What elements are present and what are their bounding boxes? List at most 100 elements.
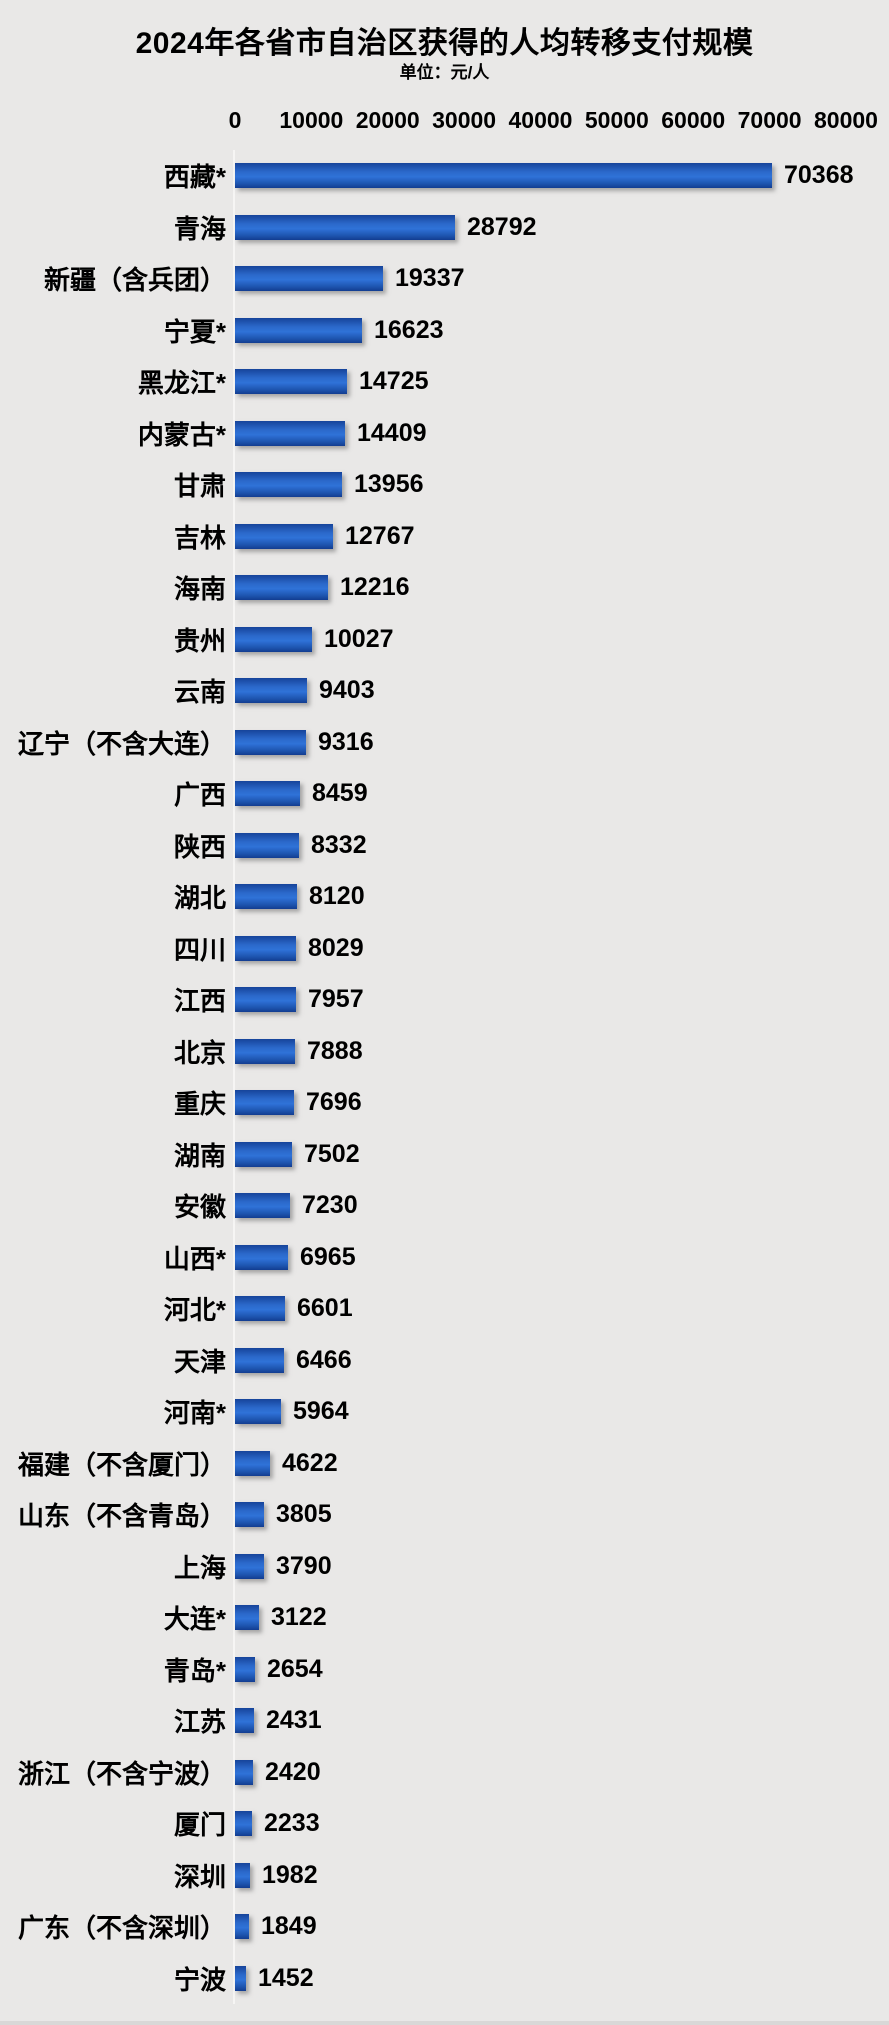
category-label: 宁波 bbox=[173, 1964, 226, 1995]
chart-row: 北京 7888 bbox=[0, 1026, 889, 1078]
bar bbox=[235, 266, 383, 292]
value-label: 2431 bbox=[266, 1706, 322, 1735]
bar bbox=[235, 420, 345, 446]
category-label: 内蒙古* bbox=[137, 419, 226, 450]
value-label: 2233 bbox=[264, 1809, 320, 1838]
category-label: 山西* bbox=[163, 1243, 226, 1274]
bar bbox=[235, 1553, 264, 1579]
value-label: 7888 bbox=[307, 1036, 363, 1065]
chart-row: 湖南 7502 bbox=[0, 1129, 889, 1181]
value-label: 7230 bbox=[302, 1191, 358, 1220]
value-label: 16623 bbox=[374, 315, 444, 344]
bar bbox=[235, 987, 296, 1013]
category-label: 吉林 bbox=[173, 522, 226, 553]
value-label: 8029 bbox=[308, 933, 364, 962]
category-label: 云南 bbox=[173, 677, 226, 708]
bar bbox=[235, 523, 333, 549]
category-label: 深圳 bbox=[173, 1861, 226, 1892]
category-label: 青海 bbox=[173, 213, 226, 244]
chart-row: 宁波 1452 bbox=[0, 1953, 889, 2005]
chart-row: 海南 12216 bbox=[0, 562, 889, 614]
chart-row: 山西* 6965 bbox=[0, 1232, 889, 1284]
category-label: 青岛* bbox=[163, 1655, 226, 1686]
value-label: 7502 bbox=[304, 1139, 360, 1168]
bar bbox=[235, 1914, 249, 1940]
value-label: 28792 bbox=[467, 212, 537, 241]
bar bbox=[235, 1141, 292, 1167]
chart-row: 天津 6466 bbox=[0, 1335, 889, 1387]
chart-row: 重庆 7696 bbox=[0, 1077, 889, 1129]
chart-row: 云南 9403 bbox=[0, 665, 889, 717]
chart-row: 湖北 8120 bbox=[0, 871, 889, 923]
chart-row: 厦门 2233 bbox=[0, 1798, 889, 1850]
category-label: 四川 bbox=[173, 934, 226, 965]
bar bbox=[235, 1811, 252, 1837]
category-label: 新疆（含兵团） bbox=[43, 265, 226, 296]
value-label: 8120 bbox=[309, 882, 365, 911]
chart-row: 河北* 6601 bbox=[0, 1283, 889, 1335]
bar bbox=[235, 1656, 255, 1682]
chart-row: 福建（不含厦门） 4622 bbox=[0, 1438, 889, 1490]
value-label: 14409 bbox=[357, 418, 427, 447]
bar bbox=[235, 832, 299, 858]
chart-row: 安徽 7230 bbox=[0, 1180, 889, 1232]
category-label: 江西 bbox=[173, 986, 226, 1017]
chart-row: 青海 28792 bbox=[0, 202, 889, 254]
category-label: 河北* bbox=[163, 1295, 226, 1326]
value-label: 70368 bbox=[784, 161, 854, 190]
chart-row: 深圳 1982 bbox=[0, 1850, 889, 1902]
category-label: 江苏 bbox=[173, 1707, 226, 1738]
value-label: 3805 bbox=[276, 1500, 332, 1529]
category-label: 贵州 bbox=[173, 625, 226, 656]
bottom-edge bbox=[0, 2021, 889, 2025]
bar bbox=[235, 1965, 246, 1991]
category-label: 厦门 bbox=[173, 1810, 226, 1841]
chart-subtitle: 单位：元/人 bbox=[399, 63, 490, 82]
x-tick-label: 30000 bbox=[432, 107, 497, 133]
chart-row: 陕西 8332 bbox=[0, 820, 889, 872]
x-tick-label: 40000 bbox=[508, 107, 573, 133]
x-tick-label: 80000 bbox=[814, 107, 878, 133]
bar bbox=[235, 781, 300, 807]
value-label: 12767 bbox=[345, 521, 415, 550]
bar bbox=[235, 1450, 270, 1476]
chart-row: 山东（不含青岛） 3805 bbox=[0, 1489, 889, 1541]
category-label: 大连* bbox=[163, 1604, 226, 1635]
value-label: 1849 bbox=[261, 1912, 317, 1941]
value-label: 8332 bbox=[311, 830, 367, 859]
bar bbox=[235, 317, 362, 343]
chart-row: 黑龙江* 14725 bbox=[0, 356, 889, 408]
value-label: 3122 bbox=[271, 1603, 327, 1632]
category-label: 上海 bbox=[173, 1552, 226, 1583]
category-label: 西藏* bbox=[163, 162, 226, 193]
x-tick-label: 0 bbox=[228, 107, 242, 133]
value-label: 9403 bbox=[319, 676, 375, 705]
chart-row: 贵州 10027 bbox=[0, 614, 889, 666]
value-label: 9316 bbox=[318, 727, 374, 756]
chart-row: 江苏 2431 bbox=[0, 1695, 889, 1747]
bar bbox=[235, 575, 328, 601]
category-label: 广东（不含深圳） bbox=[17, 1913, 226, 1944]
value-label: 10027 bbox=[324, 624, 394, 653]
category-label: 海南 bbox=[173, 574, 226, 605]
x-tick-label: 20000 bbox=[355, 107, 420, 133]
chart-row: 吉林 12767 bbox=[0, 511, 889, 563]
bar bbox=[235, 1759, 253, 1785]
bar bbox=[235, 1399, 281, 1425]
x-tick-label: 60000 bbox=[661, 107, 726, 133]
value-label: 2420 bbox=[265, 1757, 321, 1786]
bar bbox=[235, 1862, 250, 1888]
bar bbox=[235, 1038, 295, 1064]
category-label: 黑龙江* bbox=[137, 368, 226, 399]
bar bbox=[235, 163, 772, 189]
value-label: 6965 bbox=[300, 1242, 356, 1271]
bar-rows: 西藏* 70368 青海 28792 新疆（含兵团） 19337 宁夏* 16623 黑龙江* 1… bbox=[0, 150, 889, 2004]
category-label: 安徽 bbox=[173, 1192, 226, 1223]
value-label: 12216 bbox=[340, 573, 410, 602]
chart-row: 大连* 3122 bbox=[0, 1592, 889, 1644]
bar bbox=[235, 1244, 288, 1270]
bar bbox=[235, 884, 297, 910]
chart-row: 上海 3790 bbox=[0, 1541, 889, 1593]
value-label: 7696 bbox=[306, 1088, 362, 1117]
